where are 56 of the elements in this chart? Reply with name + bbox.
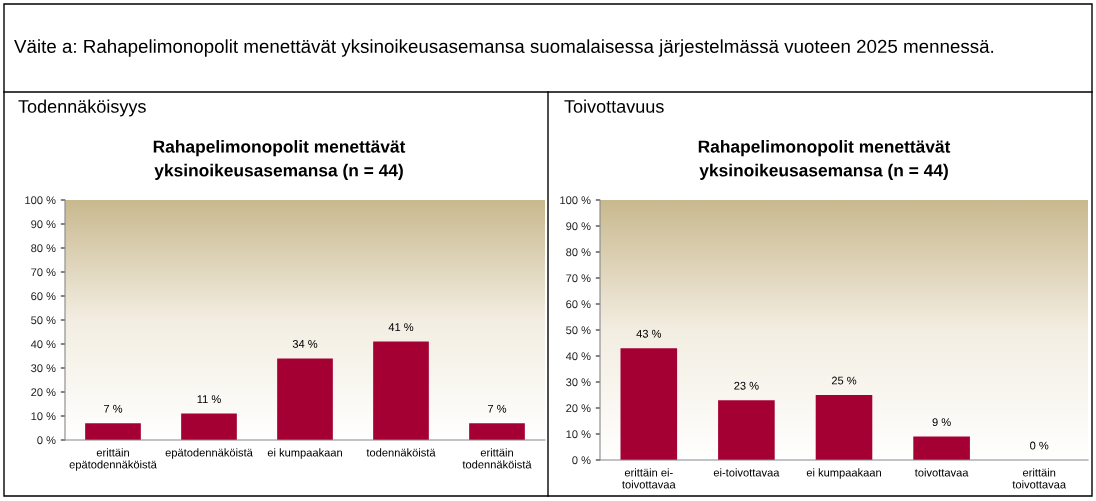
chart-title: Rahapelimonopolit menettävät yksinoikeusasemansa (n = 44) bbox=[698, 140, 951, 180]
x-tick-label: todennäköistä bbox=[366, 448, 436, 457]
x-tick-label: ei-toivottavaa bbox=[713, 468, 780, 477]
data-label: 11 % bbox=[197, 395, 221, 404]
x-tick-label: ei kumpaakaan bbox=[806, 468, 881, 479]
y-tick-label: 80 % bbox=[566, 248, 591, 257]
data-label: 25 % bbox=[831, 376, 857, 385]
y-tick-label: 40 % bbox=[565, 352, 591, 361]
x-tick-label: erittäin toivottavaa bbox=[1012, 468, 1067, 489]
y-tick-label: 20 % bbox=[31, 388, 56, 397]
y-tick-label: 0 % bbox=[37, 436, 56, 445]
text: Väite a: Rahapelimonopolit menettävät yksinoikeusasemansa suomalaisessa järjestelmässä vuoteen 2025 mennessä. bbox=[14, 39, 994, 57]
bar bbox=[913, 436, 970, 460]
data-label: 9 % bbox=[932, 418, 951, 427]
x-tick-label: epätodennäköistä bbox=[165, 448, 253, 459]
y-tick-label: 100 % bbox=[25, 196, 56, 205]
bar bbox=[620, 348, 678, 460]
data-label: 23 % bbox=[734, 381, 759, 390]
x-tick-label: erittäin todennäköistä bbox=[462, 448, 532, 469]
data-label: 43 % bbox=[636, 329, 662, 338]
bar bbox=[85, 423, 141, 440]
bar bbox=[181, 413, 237, 440]
y-tick-label: 80 % bbox=[31, 244, 56, 253]
y-tick-label: 10 % bbox=[566, 430, 591, 439]
data-label: 7 % bbox=[488, 404, 507, 413]
data-label: 0 % bbox=[1030, 441, 1049, 450]
bar bbox=[373, 341, 429, 440]
y-tick-label: 40 % bbox=[30, 340, 56, 349]
bar bbox=[815, 395, 873, 460]
chart-subtitle: Todennäköisyys bbox=[18, 99, 146, 117]
bar bbox=[718, 400, 775, 460]
x-tick-label: toivottavaa bbox=[914, 468, 969, 477]
y-tick-label: 50 % bbox=[31, 316, 56, 325]
x-tick-label: ei kumpaakaan bbox=[267, 448, 342, 459]
y-tick-label: 30 % bbox=[31, 364, 56, 373]
chart-subtitle: Toivottavuus bbox=[564, 99, 664, 113]
y-tick-label: 30 % bbox=[566, 378, 591, 387]
bar bbox=[469, 423, 525, 440]
x-tick-label: erittäin ei- toivottavaa bbox=[622, 468, 676, 489]
y-tick-label: 10 % bbox=[31, 412, 56, 421]
y-tick-label: 20 % bbox=[566, 404, 591, 413]
data-label: 7 % bbox=[104, 404, 123, 413]
y-tick-label: 0 % bbox=[572, 456, 591, 465]
y-tick-label: 70 % bbox=[31, 268, 56, 277]
data-label: 41 % bbox=[388, 323, 414, 332]
y-tick-label: 100 % bbox=[560, 196, 591, 205]
y-tick-label: 90 % bbox=[31, 220, 56, 229]
chart-title: Rahapelimonopolit menettävät yksinoikeusasemansa (n = 44) bbox=[153, 140, 406, 180]
y-tick-label: 60 % bbox=[566, 300, 591, 309]
data-label: 34 % bbox=[292, 340, 318, 348]
y-tick-label: 90 % bbox=[566, 222, 591, 231]
bar bbox=[277, 358, 333, 440]
x-tick-label: erittäin epätodennäköistä bbox=[69, 448, 157, 471]
y-tick-label: 60 % bbox=[31, 292, 56, 301]
y-tick-label: 50 % bbox=[566, 326, 591, 335]
y-tick-label: 70 % bbox=[566, 274, 591, 283]
